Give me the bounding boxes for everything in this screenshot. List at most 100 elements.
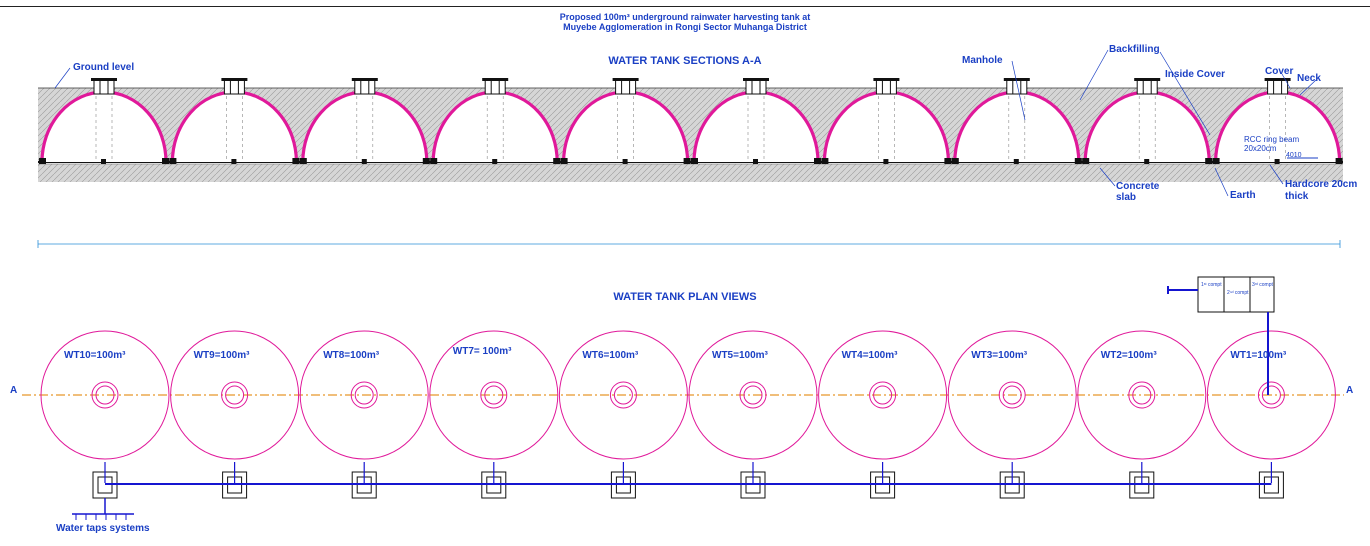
slab-block bbox=[1274, 159, 1280, 164]
label-dimension-4010: 4010 bbox=[1286, 152, 1302, 159]
label-rcc-ring-beam-line2: 20x20cm bbox=[1244, 143, 1277, 153]
tank-manhole-outer bbox=[609, 381, 637, 409]
manhole-neck bbox=[93, 79, 115, 95]
earth-hatch bbox=[38, 164, 1343, 182]
tank-manhole-inner bbox=[1132, 385, 1152, 405]
manhole-cover bbox=[1134, 78, 1161, 81]
tank-interior bbox=[433, 92, 558, 162]
manhole-neck bbox=[615, 79, 637, 95]
filter-compartment-2: 2ⁿᵈ compt bbox=[1227, 290, 1249, 296]
tank-manhole-outer bbox=[480, 381, 508, 409]
label-cover: Cover bbox=[1265, 66, 1294, 77]
label-water-taps: Water taps systems bbox=[56, 523, 150, 534]
label-inside-cover: Inside Cover bbox=[1165, 69, 1226, 80]
manhole-neck bbox=[354, 79, 376, 95]
tank-manhole-inner bbox=[225, 385, 245, 405]
leader-line bbox=[1269, 164, 1284, 185]
tank-interior bbox=[1085, 92, 1210, 162]
slab-block bbox=[1144, 159, 1150, 164]
tank-interior bbox=[302, 92, 427, 162]
label-earth: Earth bbox=[1230, 190, 1256, 201]
tank-manhole-inner bbox=[1261, 385, 1281, 405]
ring-beam bbox=[1074, 158, 1082, 164]
leader-line bbox=[1099, 167, 1116, 187]
tank-plan-circle bbox=[688, 330, 818, 460]
tank-plan-circle bbox=[558, 330, 688, 460]
ring-beam bbox=[430, 158, 438, 164]
ring-beam bbox=[821, 158, 829, 164]
axis-label-right: A bbox=[1346, 385, 1354, 396]
ring-beam bbox=[1082, 158, 1090, 164]
manhole-neck bbox=[875, 79, 897, 95]
tank-manhole-outer bbox=[1128, 381, 1156, 409]
manhole-neck bbox=[745, 79, 767, 95]
leader-line bbox=[1281, 73, 1291, 89]
tank-manhole-outer bbox=[998, 381, 1026, 409]
axis-label-left: A bbox=[10, 385, 18, 396]
ring-beam bbox=[299, 158, 307, 164]
tank-label: WT6=100m³ bbox=[582, 350, 639, 361]
tank-label: WT4=100m³ bbox=[841, 350, 898, 361]
label-hardcore-line1: Hardcore 20cm bbox=[1285, 179, 1358, 190]
filter-compartment-1: 1ˢᵗ compt bbox=[1201, 282, 1222, 288]
manhole-neck bbox=[223, 79, 245, 95]
ring-beam bbox=[814, 158, 821, 164]
tank-manhole-outer bbox=[350, 381, 378, 409]
section-title: WATER TANK SECTIONS A-A bbox=[608, 55, 762, 67]
tank-label: WT9=100m³ bbox=[193, 350, 250, 361]
manhole-neck bbox=[1267, 79, 1289, 95]
manhole-cover bbox=[743, 78, 769, 81]
manhole-cover bbox=[612, 78, 639, 81]
ring-beam bbox=[292, 158, 300, 164]
header-line-2: Muyebe Agglomeration in Rongi Sector Muh… bbox=[563, 22, 807, 33]
slab-block bbox=[753, 159, 758, 164]
label-concrete-slab: Concrete slab bbox=[1116, 181, 1159, 203]
tank-plan-circle bbox=[947, 330, 1077, 460]
label-concrete-slab-line1: Concrete bbox=[1116, 181, 1160, 192]
ring-beam bbox=[560, 158, 568, 164]
tank-manhole-inner bbox=[354, 385, 374, 405]
label-manhole: Manhole bbox=[962, 55, 1003, 66]
manhole-cover bbox=[91, 78, 117, 81]
tank-label: WT1=100m³ bbox=[1230, 350, 1287, 361]
label-hardcore-line2: thick bbox=[1285, 191, 1309, 202]
slab-block bbox=[1013, 159, 1019, 164]
ring-beam bbox=[39, 158, 46, 164]
slab-block bbox=[101, 159, 106, 164]
filter-compartment-3: 3ʳᵈ compt bbox=[1252, 282, 1273, 288]
tank-interior bbox=[694, 92, 818, 162]
tank-manhole-outer bbox=[91, 381, 119, 409]
tank-plan-circle bbox=[1206, 330, 1336, 460]
tank-plan-circle bbox=[299, 330, 429, 460]
ring-beam bbox=[1335, 158, 1343, 164]
tank-manhole-outer bbox=[221, 381, 249, 409]
tank-plan-circle bbox=[170, 330, 300, 460]
ring-beam bbox=[1205, 158, 1213, 164]
leader-line bbox=[1159, 51, 1211, 136]
tank-label: WT10=100m³ bbox=[64, 350, 126, 361]
ring-beam bbox=[422, 158, 430, 164]
label-rcc-ring-beam: RCC ring beam 20x20cm bbox=[1244, 135, 1300, 154]
tank-manhole-inner bbox=[743, 385, 763, 405]
manhole-cover bbox=[1264, 78, 1291, 81]
ring-beam bbox=[1212, 158, 1220, 164]
label-rcc-ring-beam-line1: RCC ring beam bbox=[1244, 135, 1300, 144]
label-neck: Neck bbox=[1297, 73, 1321, 84]
label-concrete-slab-line2: slab bbox=[1116, 192, 1137, 203]
manhole-cover bbox=[873, 78, 900, 81]
tank-label: WT2=100m³ bbox=[1100, 350, 1157, 361]
tank-interior bbox=[42, 92, 166, 162]
manhole-neck bbox=[1136, 79, 1158, 95]
slab-block bbox=[622, 159, 628, 164]
ring-beam bbox=[553, 158, 561, 164]
tank-plan-circle bbox=[429, 330, 559, 460]
ring-beam bbox=[683, 158, 691, 164]
slab-block bbox=[361, 159, 367, 164]
tank-interior bbox=[172, 92, 297, 162]
ring-beam bbox=[169, 158, 177, 164]
tank-interior bbox=[1215, 92, 1340, 162]
manhole-neck bbox=[484, 79, 506, 95]
tank-manhole-inner bbox=[873, 385, 893, 405]
manhole-cover bbox=[221, 78, 248, 81]
tank-label: WT3=100m³ bbox=[971, 350, 1028, 361]
